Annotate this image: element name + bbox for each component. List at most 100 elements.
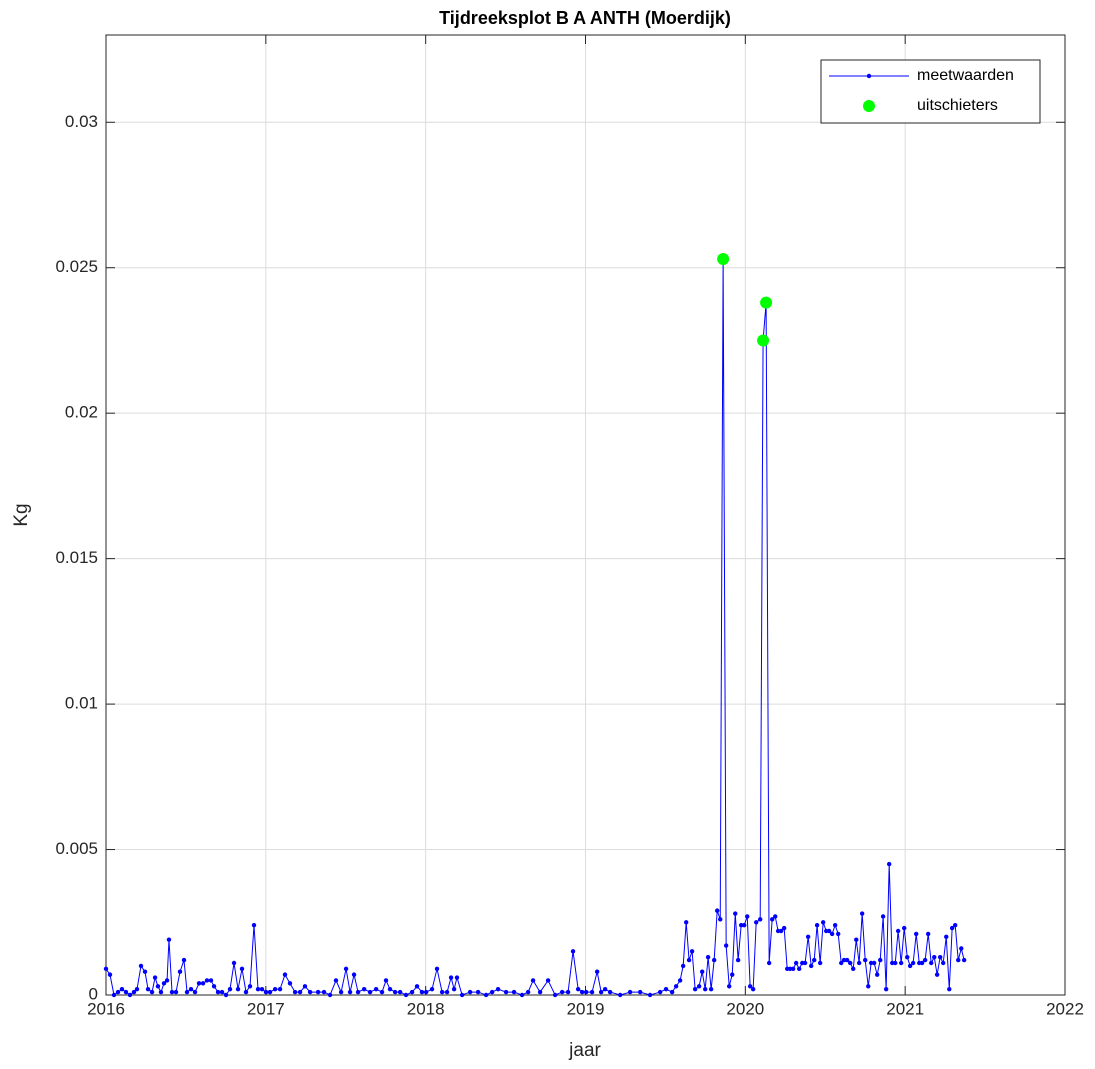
x-axis-label: jaar bbox=[568, 1040, 601, 1061]
data-point bbox=[594, 969, 600, 974]
data-point bbox=[778, 928, 784, 934]
data-point bbox=[181, 957, 187, 963]
data-point bbox=[730, 972, 735, 977]
data-point bbox=[851, 966, 856, 972]
data-point bbox=[243, 989, 249, 995]
data-point bbox=[738, 922, 744, 928]
data-point bbox=[898, 960, 904, 966]
data-point bbox=[434, 966, 440, 972]
data-point bbox=[829, 931, 835, 937]
data-point bbox=[796, 966, 802, 972]
data-point bbox=[854, 937, 859, 942]
data-point bbox=[215, 989, 221, 995]
data-point bbox=[742, 922, 747, 928]
data-point bbox=[747, 984, 753, 989]
data-point bbox=[947, 986, 952, 992]
data-point bbox=[589, 989, 595, 995]
data-point bbox=[255, 986, 261, 992]
data-point bbox=[200, 981, 206, 986]
data-point bbox=[952, 922, 958, 928]
data-point bbox=[177, 969, 183, 974]
data-point bbox=[307, 989, 313, 995]
data-point bbox=[302, 984, 308, 989]
data-point bbox=[297, 989, 303, 995]
data-point bbox=[489, 989, 495, 995]
data-point bbox=[164, 978, 170, 983]
data-point bbox=[259, 986, 265, 992]
data-point bbox=[235, 986, 241, 992]
data-point bbox=[192, 989, 198, 995]
data-point bbox=[705, 954, 711, 960]
data-point bbox=[495, 986, 501, 992]
data-point bbox=[956, 957, 961, 963]
y-tick-label: 0.02 bbox=[65, 403, 98, 422]
x-tick-label: 2022 bbox=[1046, 999, 1084, 1018]
data-point bbox=[871, 960, 877, 966]
data-point bbox=[686, 957, 692, 963]
data-point bbox=[866, 984, 871, 989]
data-point bbox=[103, 966, 109, 972]
data-point bbox=[602, 986, 608, 992]
data-point bbox=[570, 949, 576, 954]
data-point bbox=[863, 957, 868, 963]
data-point bbox=[890, 960, 895, 966]
data-point bbox=[277, 986, 283, 992]
data-point bbox=[919, 960, 925, 966]
data-point bbox=[949, 925, 955, 931]
data-point bbox=[138, 963, 144, 969]
data-point bbox=[856, 960, 862, 966]
data-point bbox=[932, 954, 937, 960]
data-point bbox=[149, 989, 155, 995]
data-point bbox=[173, 989, 179, 995]
data-point bbox=[579, 989, 585, 995]
data-point bbox=[355, 989, 361, 995]
data-point bbox=[839, 960, 844, 966]
data-point bbox=[247, 984, 253, 989]
data-point bbox=[708, 986, 714, 992]
data-point bbox=[841, 957, 847, 963]
series-line bbox=[105, 258, 965, 996]
data-point bbox=[718, 917, 723, 922]
data-point bbox=[483, 992, 489, 998]
data-point bbox=[467, 989, 473, 995]
data-point bbox=[119, 986, 125, 992]
data-point bbox=[583, 989, 589, 995]
data-point bbox=[793, 960, 799, 966]
data-point bbox=[699, 969, 705, 974]
data-point bbox=[219, 989, 225, 995]
data-point bbox=[907, 963, 913, 969]
data-point bbox=[537, 989, 543, 995]
outlier-point bbox=[760, 296, 773, 309]
data-point bbox=[925, 931, 931, 937]
x-tick-label: 2016 bbox=[87, 999, 125, 1018]
data-point bbox=[315, 989, 321, 995]
data-point bbox=[910, 960, 916, 966]
data-point bbox=[559, 989, 565, 995]
data-point bbox=[387, 986, 393, 992]
data-point bbox=[673, 984, 679, 989]
chart-title: Tijdreeksplot B A ANTH (Moerdijk) bbox=[439, 8, 731, 28]
data-point bbox=[196, 981, 202, 986]
data-point bbox=[134, 986, 140, 992]
data-point bbox=[637, 989, 643, 995]
data-point bbox=[657, 989, 663, 995]
data-point bbox=[161, 981, 167, 986]
data-point bbox=[127, 992, 133, 998]
data-point bbox=[451, 986, 457, 992]
data-point bbox=[826, 928, 832, 934]
data-point bbox=[152, 975, 158, 980]
y-tick-label: 0.005 bbox=[55, 839, 98, 858]
data-point bbox=[677, 978, 683, 983]
data-point bbox=[166, 937, 172, 942]
data-point bbox=[775, 928, 781, 934]
legend-box bbox=[820, 59, 1041, 124]
data-point bbox=[419, 989, 425, 995]
data-point bbox=[902, 925, 907, 931]
data-point bbox=[895, 928, 901, 934]
data-point bbox=[519, 992, 525, 998]
x-tick-label: 2021 bbox=[886, 999, 924, 1018]
data-point bbox=[711, 957, 717, 963]
data-point bbox=[351, 972, 357, 977]
data-point bbox=[169, 989, 175, 995]
data-point bbox=[959, 946, 964, 951]
